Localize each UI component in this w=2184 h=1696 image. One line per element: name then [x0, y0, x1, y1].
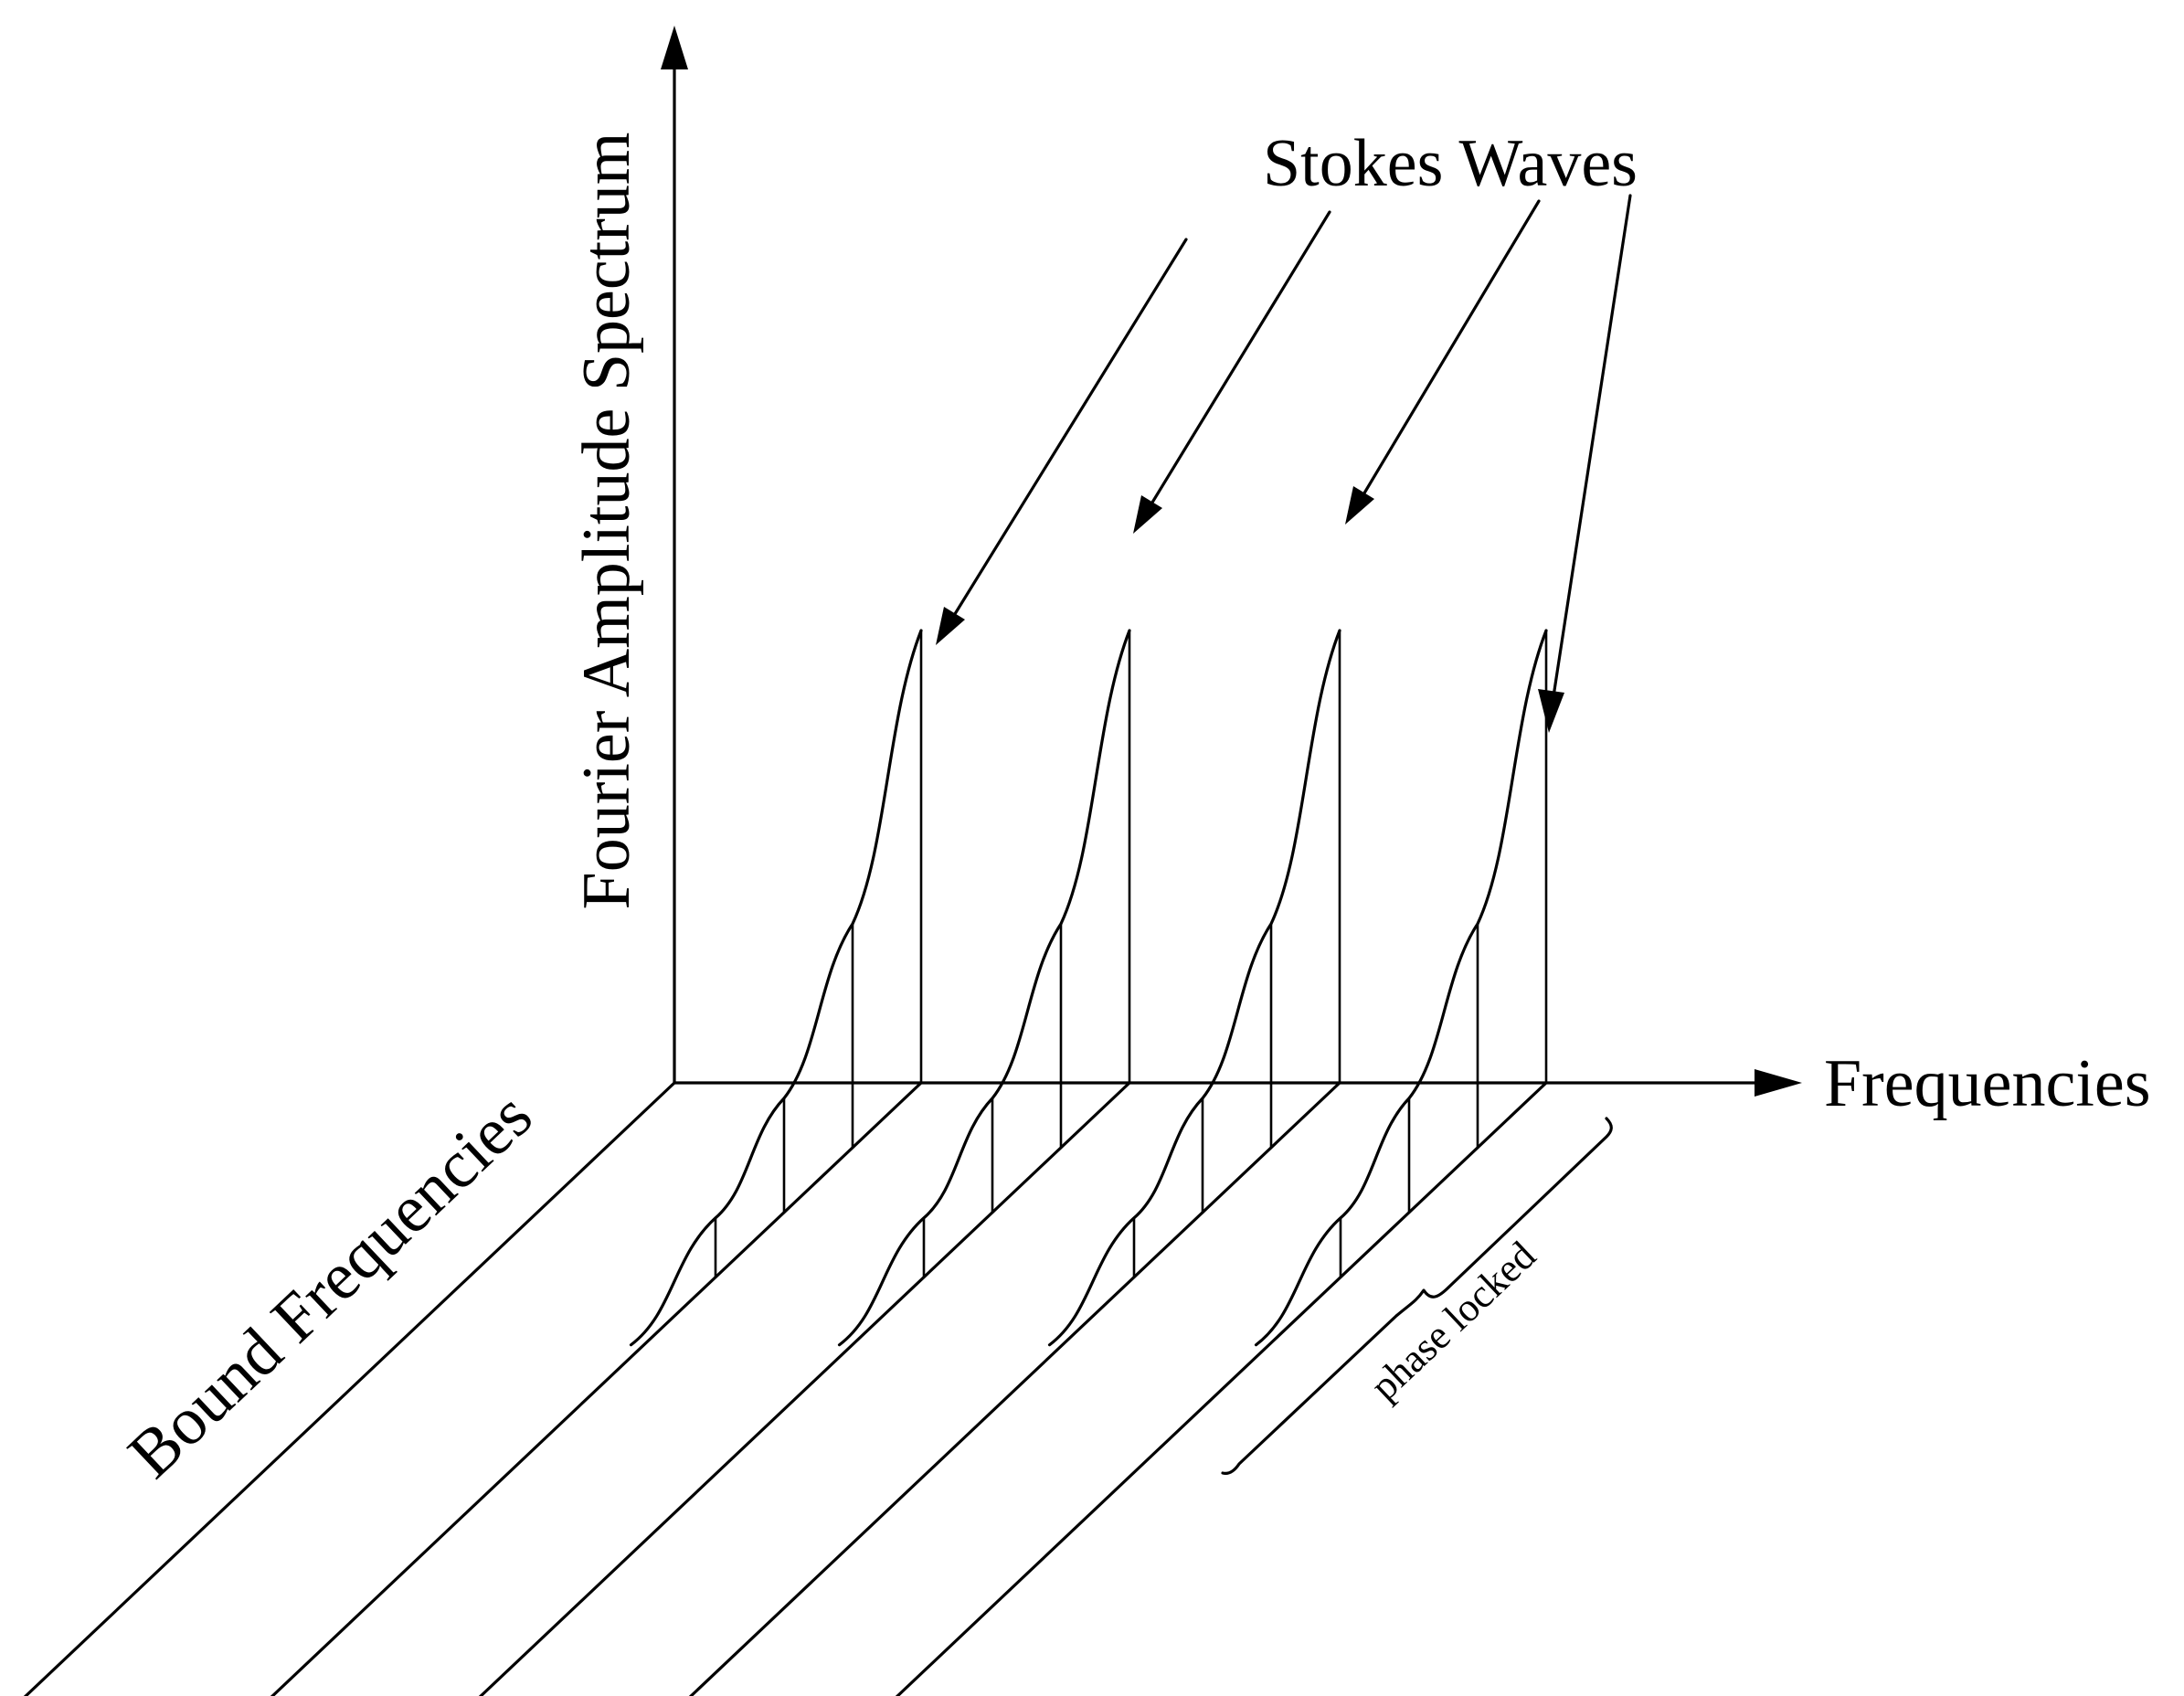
callout-arrow-4 — [1552, 194, 1632, 698]
bound-frequency-axis-3 — [478, 1081, 1131, 1696]
callout-arrowhead-4 — [1538, 689, 1564, 733]
amplitude-axis-label: Fourier Amplitude Spectrum — [569, 132, 644, 910]
stokes-wave-group — [629, 629, 1548, 1347]
callout-arrowhead-2 — [1133, 495, 1162, 534]
stokes-waves-label: Stokes Waves — [1263, 126, 1638, 201]
wave-1-outline — [629, 629, 923, 1347]
amplitude-axis-arrowhead — [661, 26, 688, 69]
callout-arrow-2 — [1146, 210, 1331, 512]
stokes-wave-2 — [837, 629, 1131, 1347]
bound-frequency-axis-label: Bound Frequencies — [114, 1078, 546, 1493]
wave-4-outline — [1254, 629, 1548, 1347]
bound-frequency-axes — [23, 1081, 1548, 1696]
callout-arrow-1 — [949, 238, 1188, 623]
frequency-axis-label: Frequencies — [1824, 1046, 2151, 1121]
stokes-callout-arrows — [936, 194, 1632, 733]
callout-arrowhead-3 — [1345, 486, 1374, 525]
bound-frequency-axis-2 — [270, 1081, 923, 1696]
frequency-axis-arrowhead — [1755, 1069, 1802, 1097]
wave-3-outline — [1047, 629, 1341, 1347]
bound-frequency-axis-4 — [688, 1081, 1341, 1696]
callout-arrow-3 — [1358, 199, 1541, 503]
bound-frequency-axis-5 — [895, 1081, 1548, 1696]
callout-arrowhead-1 — [936, 607, 965, 645]
bound-frequency-axis-1 — [23, 1081, 676, 1696]
stokes-wave-3 — [1047, 629, 1341, 1347]
wave-2-outline — [837, 629, 1131, 1347]
phase-locked-bracket — [1221, 1117, 1613, 1475]
stokes-wave-1 — [629, 629, 923, 1347]
